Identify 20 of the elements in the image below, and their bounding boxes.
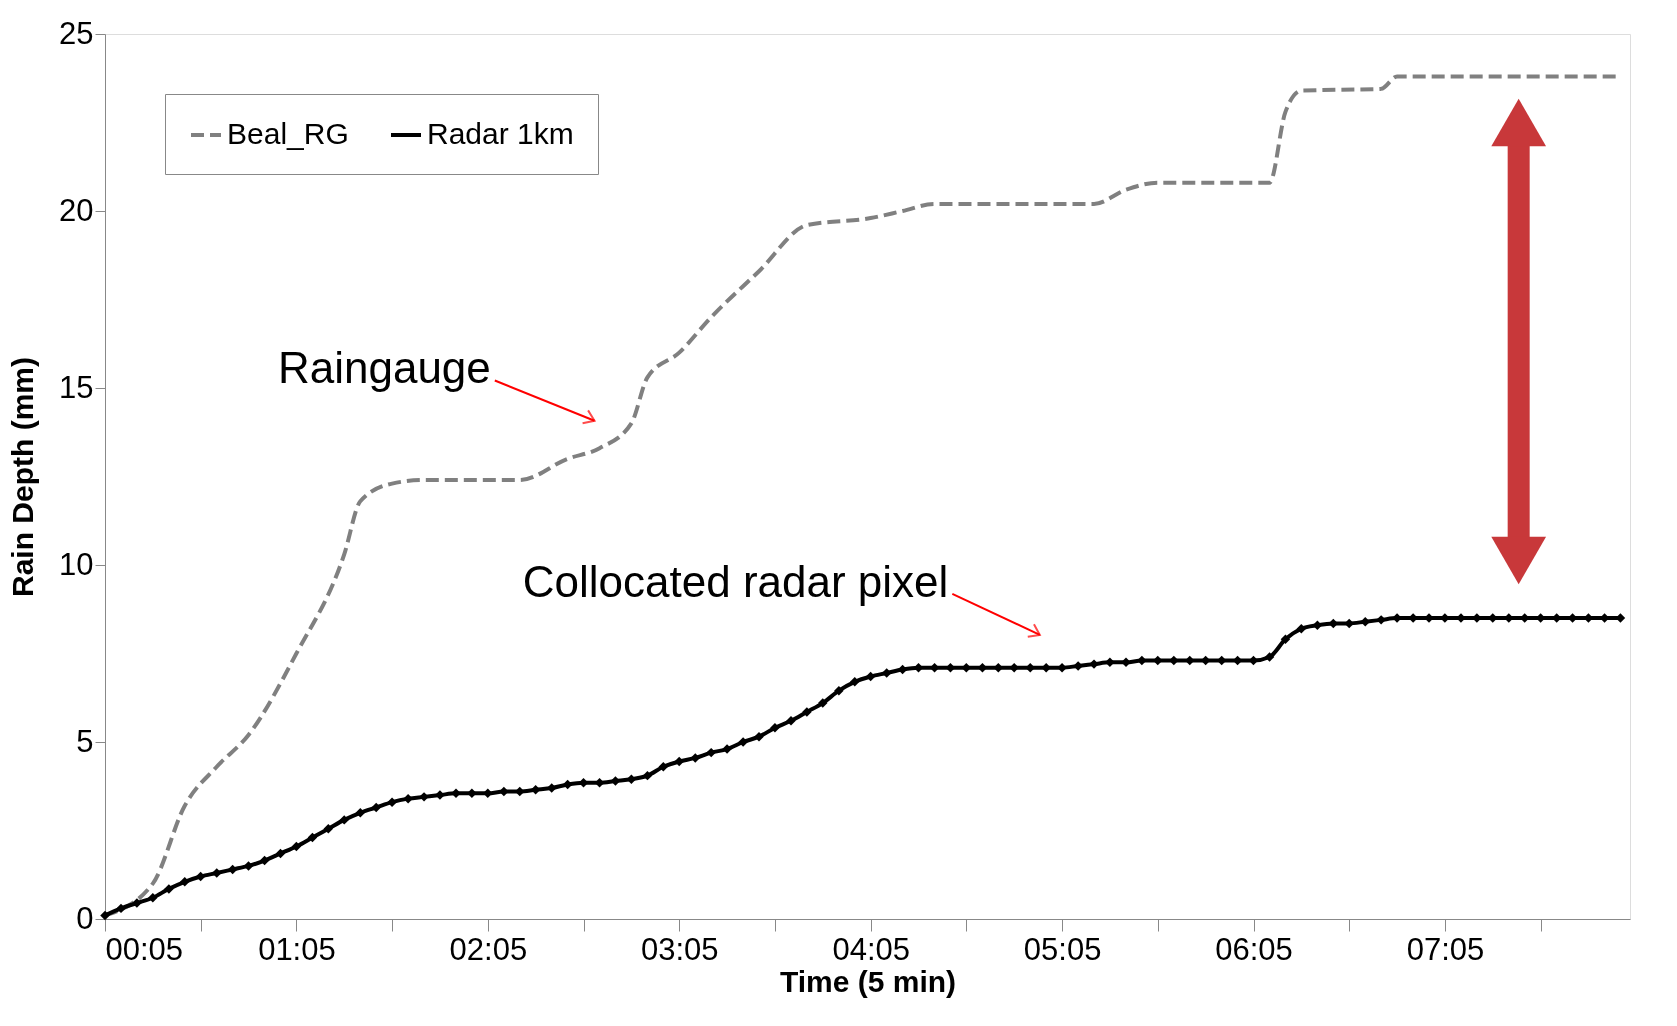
y-tick-label: 0 [76,900,94,936]
x-tick-label: 01:05 [258,931,336,967]
x-tick-label: 03:05 [640,931,719,967]
legend-label: Beal_RG [227,117,349,150]
x-tick-label: 04:05 [832,931,910,967]
y-tick-label: 10 [59,546,94,582]
legend-label: Radar 1km [427,117,574,150]
x-tick-label: 06:05 [1215,931,1293,967]
annotation: Collocated radar pixel [522,556,949,606]
x-tick-label: 02:05 [449,931,528,967]
y-axis-title: Rain Depth (mm) [6,357,40,597]
x-tick-label: 07:05 [1406,931,1485,967]
y-tick-label: 15 [59,369,94,405]
y-tick-label: 5 [76,723,94,759]
x-axis-title: Time (5 min) [779,964,957,998]
y-tick-label: 20 [59,192,94,228]
x-tick-label: 00:05 [105,931,184,967]
annotation: Raingauge [277,343,491,393]
y-tick-label: 25 [59,15,94,51]
x-tick-label: 05:05 [1023,931,1102,967]
